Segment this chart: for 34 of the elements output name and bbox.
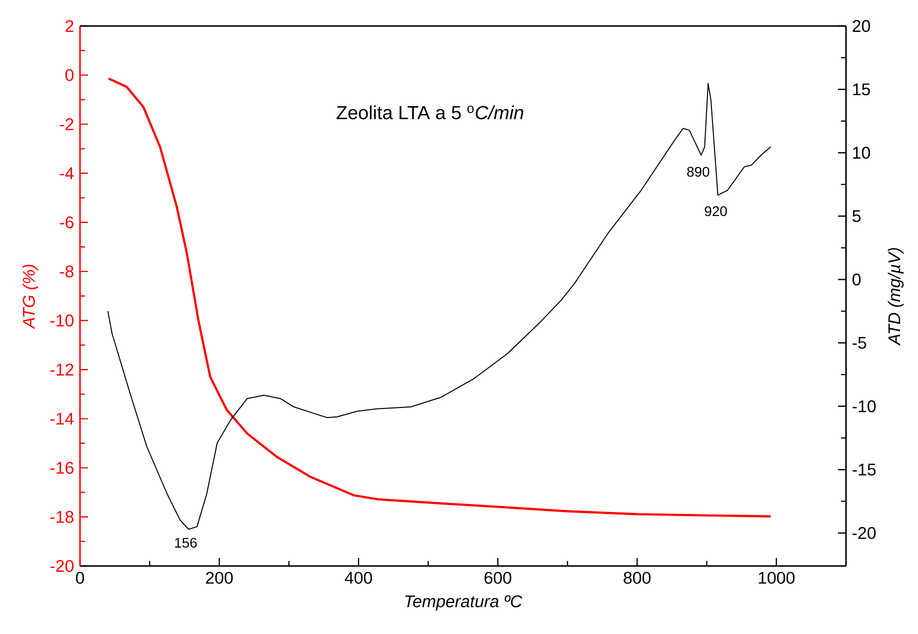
- annotation: 920: [704, 206, 727, 216]
- y-tick-label: -6: [60, 216, 74, 228]
- y-tick-label: -12: [50, 364, 74, 376]
- y-tick-label: 0: [65, 69, 74, 82]
- x-tick-label: 600: [484, 572, 512, 584]
- y-tick-label: -2: [60, 118, 74, 130]
- y-tick-label: -16: [50, 462, 74, 474]
- annotation: 156: [175, 538, 197, 548]
- x-tick-label: 1000: [758, 572, 795, 584]
- y-tick-label: -8: [60, 265, 74, 278]
- y-tick-label: -4: [60, 167, 74, 180]
- y-tick-label: -14: [50, 412, 74, 425]
- text: Zeolita LTA a 5 $^{o}$C/min: [336, 105, 524, 120]
- x-tick-label: 800: [624, 572, 651, 584]
- y2-tick-label: -5: [852, 336, 866, 349]
- y2-tick-label: -20: [852, 527, 876, 540]
- y2-tick-label: 20: [852, 20, 870, 32]
- annotation: 890: [687, 166, 710, 177]
- y2-tick-label: -15: [852, 464, 876, 476]
- y-tick-label: -20: [50, 560, 74, 572]
- y-tick-label: 2: [66, 20, 74, 32]
- y2-tick-label: 10: [853, 146, 870, 159]
- y-tick-label: -18: [50, 510, 74, 523]
- y-axis-title: ATG (%): [22, 264, 38, 330]
- x-tick-label: 200: [206, 572, 233, 584]
- y2-tick-label: 5: [852, 210, 861, 222]
- x-tick-label: 400: [344, 572, 372, 584]
- y-tick-label: -10: [50, 314, 74, 327]
- y2-tick-label: 0: [852, 274, 861, 286]
- x-axis-title: Temperatura ºC: [405, 595, 522, 611]
- y2-tick-label: 15: [853, 83, 870, 96]
- y2-axis-title: ATD (mg/µV): [888, 248, 904, 346]
- x-tick-label: 0: [76, 572, 84, 584]
- y2-tick-label: -10: [852, 400, 876, 412]
